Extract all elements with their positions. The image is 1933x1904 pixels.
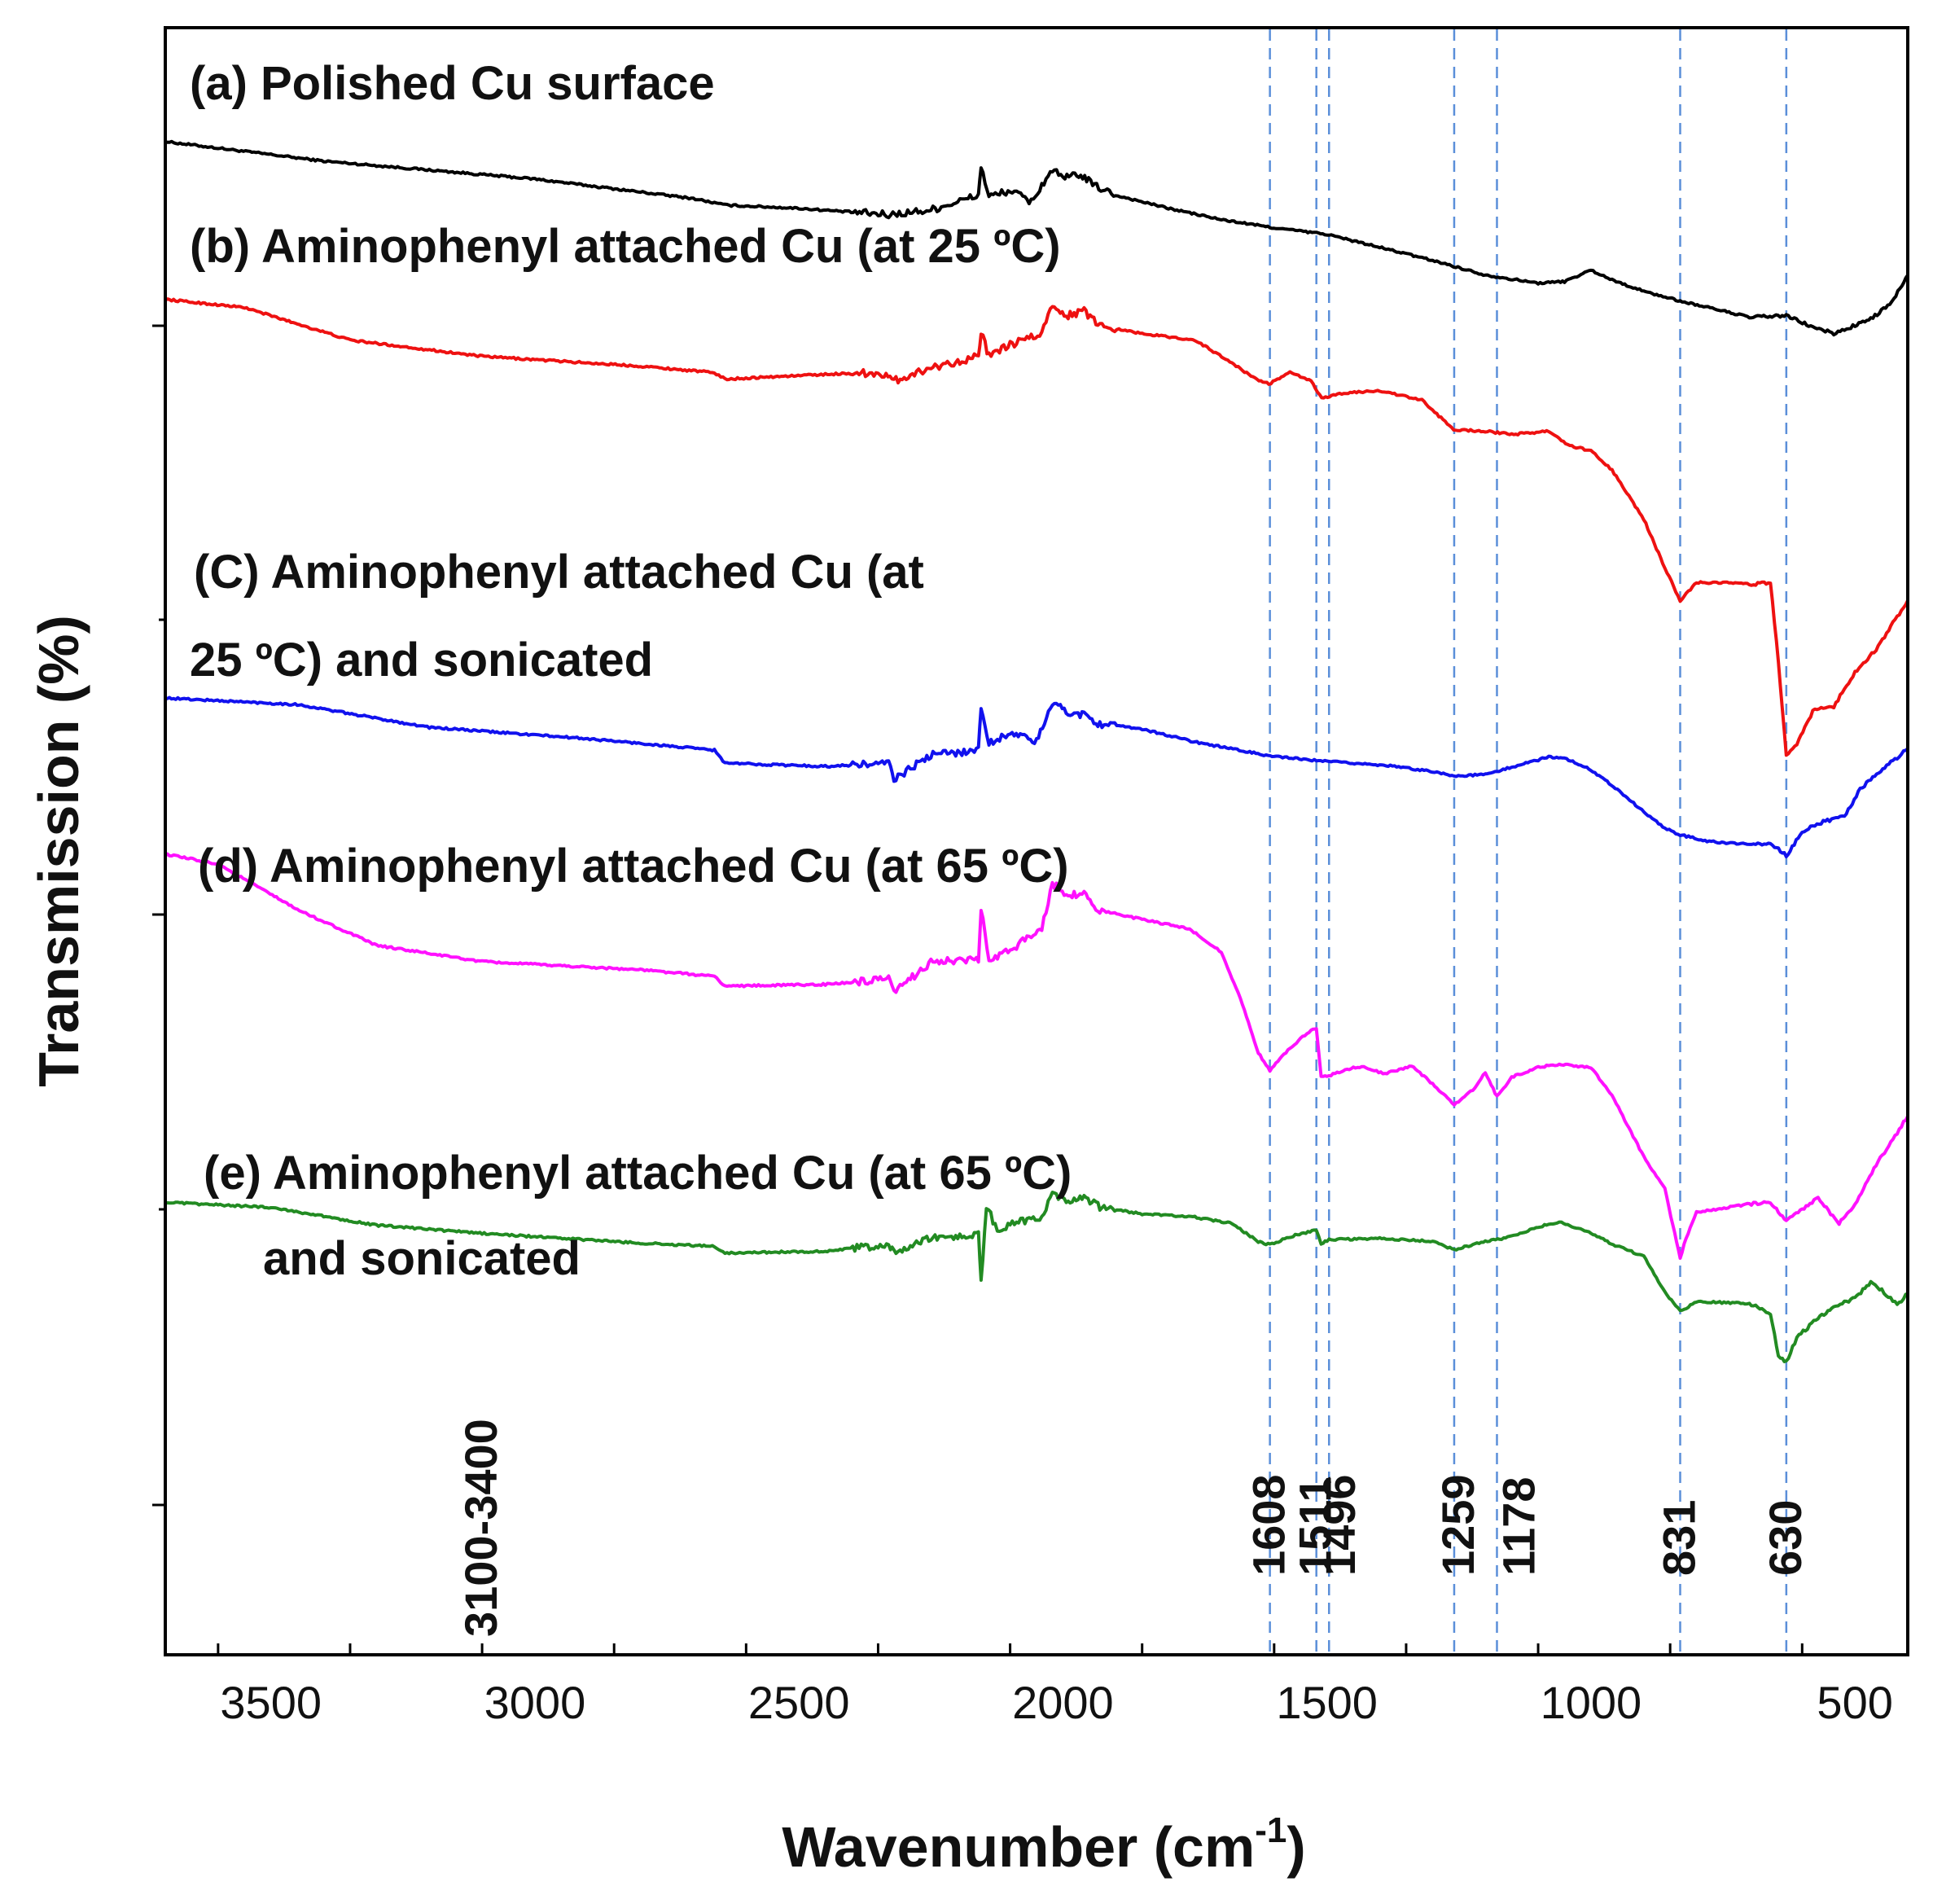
series-label-2-line-1: 25 ºC) and sonicated xyxy=(190,634,653,687)
peak-label-2: 1511 xyxy=(1290,1477,1341,1577)
series-label-1-line-0: (b) Aminophenyl attached Cu (at 25 ºC) xyxy=(190,220,1061,273)
peak-label-3: 1496 xyxy=(1313,1474,1365,1576)
x-axis-label: Wavenumber (cm-1) xyxy=(782,1810,1305,1879)
series-line-e xyxy=(164,1191,1909,1363)
y-axis-label: Transmission (%) xyxy=(27,615,90,1087)
peak-label-1: 1608 xyxy=(1243,1474,1295,1576)
x-axis-ticks: 3500 3000 2500 2000 1500 1000 500 xyxy=(217,1643,1893,1728)
x-tick-label-1500: 1500 xyxy=(1276,1677,1378,1728)
series-labels: (a) Polished Cu surface (b) Aminophenyl a… xyxy=(190,57,1072,1285)
peak-label-0: 3100-3400 xyxy=(455,1419,506,1637)
x-tick-label-1000: 1000 xyxy=(1541,1677,1642,1728)
series-label-2-line-0: (C) Aminophenyl attached Cu (at xyxy=(194,546,924,599)
axes xyxy=(164,26,1909,1656)
x-tick-label-2500: 2500 xyxy=(748,1677,850,1728)
series-line-b xyxy=(164,297,1909,757)
series-line-c xyxy=(164,695,1909,858)
x-tick-label-2000: 2000 xyxy=(1012,1677,1114,1728)
x-tick-label-500: 500 xyxy=(1817,1677,1892,1728)
x-tick-label-3000: 3000 xyxy=(484,1677,586,1728)
peak-label-7: 630 xyxy=(1760,1500,1811,1576)
x-axis-label-text: Wavenumber (cm xyxy=(782,1815,1255,1879)
y-axis-ticks xyxy=(152,324,165,1507)
series-line-d xyxy=(164,852,1909,1260)
series-label-3-line-0: (d) Aminophenyl attached Cu (at 65 ºC) xyxy=(198,840,1069,893)
series-label-4-line-0: (e) Aminophenyl attached Cu (at 65 ºC) xyxy=(204,1147,1072,1200)
peak-label-4: 1259 xyxy=(1432,1474,1484,1576)
x-axis-label-close: ) xyxy=(1286,1815,1305,1879)
plot-frame xyxy=(164,26,1909,1656)
x-tick-label-3500: 3500 xyxy=(220,1677,322,1728)
series-lines xyxy=(164,139,1909,1363)
peak-label-5: 1178 xyxy=(1492,1477,1544,1577)
x-axis-label-superscript: -1 xyxy=(1255,1810,1286,1850)
peak-label-6: 831 xyxy=(1654,1500,1705,1576)
series-label-4-line-1: and sonicated xyxy=(263,1232,581,1285)
series-label-0-line-0: (a) Polished Cu surface xyxy=(190,57,715,110)
series-line-a xyxy=(164,139,1909,337)
